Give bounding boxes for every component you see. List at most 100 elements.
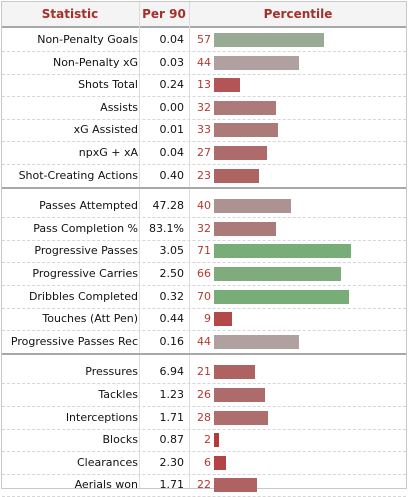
per90-value: 83.1% xyxy=(149,222,184,235)
table-row: Pass Completion % 83.1% 32 xyxy=(2,218,406,241)
percentile-value: 33 xyxy=(197,123,211,136)
header-per90[interactable]: Per 90 xyxy=(142,7,186,21)
percentile-bar xyxy=(214,78,240,92)
column-divider xyxy=(139,2,140,488)
header-percentile[interactable]: Percentile xyxy=(263,7,333,21)
per90-value: 0.40 xyxy=(159,169,185,182)
per90-value: 0.03 xyxy=(159,56,185,69)
per90-value: 1.71 xyxy=(159,411,185,424)
percentile-bar xyxy=(214,56,299,70)
stat-name: Pass Completion % xyxy=(33,222,138,235)
stat-name: Tackles xyxy=(98,388,138,401)
table-header: Statistic Per 90 Percentile xyxy=(2,2,406,28)
percentile-bar xyxy=(214,411,268,425)
header-statistic[interactable]: Statistic xyxy=(41,7,99,21)
table-row: Progressive Carries 2.50 66 xyxy=(2,263,406,286)
percentile-bar xyxy=(214,433,219,447)
percentile-value: 57 xyxy=(197,33,211,46)
per90-value: 1.23 xyxy=(159,388,185,401)
per90-value: 0.44 xyxy=(159,312,185,325)
per90-value: 47.28 xyxy=(152,199,185,212)
stat-name: Touches (Att Pen) xyxy=(42,312,138,325)
table-row: Passes Attempted 47.28 40 xyxy=(2,195,406,218)
stat-name: Pressures xyxy=(85,365,138,378)
percentile-value: 27 xyxy=(197,146,211,159)
per90-value: 0.01 xyxy=(159,123,185,136)
table-row: Blocks 0.87 2 xyxy=(2,429,406,452)
stat-name: Interceptions xyxy=(65,411,138,424)
percentile-bar xyxy=(214,456,226,470)
per90-value: 2.50 xyxy=(159,267,185,280)
table-row: Touches (Att Pen) 0.44 9 xyxy=(2,308,406,331)
percentile-value: 32 xyxy=(197,101,211,114)
per90-value: 0.04 xyxy=(159,33,185,46)
percentile-value: 2 xyxy=(204,433,211,446)
percentile-bar xyxy=(214,478,257,492)
percentile-value: 71 xyxy=(197,244,211,257)
table-row: Non-Penalty Goals 0.04 57 xyxy=(2,29,406,52)
percentile-bar xyxy=(214,267,341,281)
per90-value: 2.30 xyxy=(159,456,185,469)
stat-name: Aerials won xyxy=(74,478,138,491)
percentile-value: 40 xyxy=(197,199,211,212)
table-row: Assists 0.00 32 xyxy=(2,97,406,120)
table-row: Aerials won 1.71 22 xyxy=(2,474,406,497)
stat-name: Progressive Carries xyxy=(32,267,138,280)
percentile-value: 28 xyxy=(197,411,211,424)
percentile-value: 26 xyxy=(197,388,211,401)
percentile-bar xyxy=(214,335,299,349)
per90-value: 3.05 xyxy=(159,244,185,257)
stat-name: Clearances xyxy=(76,456,138,469)
percentile-bar xyxy=(214,290,349,304)
percentile-value: 70 xyxy=(197,290,211,303)
table-row: Clearances 2.30 6 xyxy=(2,452,406,475)
table-row: Shots Total 0.24 13 xyxy=(2,74,406,97)
per90-value: 0.24 xyxy=(159,78,185,91)
percentile-value: 32 xyxy=(197,222,211,235)
percentile-bar xyxy=(214,388,265,402)
per90-value: 0.87 xyxy=(159,433,185,446)
per90-value: 6.94 xyxy=(159,365,185,378)
stat-name: Progressive Passes Rec xyxy=(10,335,138,348)
stat-name: Blocks xyxy=(102,433,138,446)
per90-value: 0.32 xyxy=(159,290,185,303)
stat-name: Non-Penalty Goals xyxy=(37,33,138,46)
stat-name: Progressive Passes xyxy=(34,244,138,257)
percentile-value: 23 xyxy=(197,169,211,182)
percentile-value: 9 xyxy=(204,312,211,325)
table-row: Non-Penalty xG 0.03 44 xyxy=(2,52,406,75)
table-row: Progressive Passes 3.05 71 xyxy=(2,240,406,263)
percentile-value: 13 xyxy=(197,78,211,91)
percentile-bar xyxy=(214,146,267,160)
per90-value: 1.71 xyxy=(159,478,185,491)
column-divider xyxy=(189,2,190,488)
stat-name: Passes Attempted xyxy=(39,199,138,212)
percentile-bar xyxy=(214,33,324,47)
table-row: Shot-Creating Actions 0.40 23 xyxy=(2,165,406,189)
stat-name: xG Assisted xyxy=(73,123,138,136)
stat-name: npxG + xA xyxy=(78,146,138,159)
table-row: Progressive Passes Rec 0.16 44 xyxy=(2,331,406,355)
percentile-bar xyxy=(214,244,351,258)
stat-name: Shot-Creating Actions xyxy=(18,169,138,182)
percentile-value: 44 xyxy=(197,335,211,348)
per90-value: 0.00 xyxy=(159,101,185,114)
percentile-value: 44 xyxy=(197,56,211,69)
stat-name: Non-Penalty xG xyxy=(52,56,138,69)
percentile-value: 22 xyxy=(197,478,211,491)
table-row: npxG + xA 0.04 27 xyxy=(2,142,406,165)
percentile-bar xyxy=(214,169,259,183)
percentile-bar xyxy=(214,199,291,213)
table-row: Interceptions 1.71 28 xyxy=(2,407,406,430)
table-row: Tackles 1.23 26 xyxy=(2,384,406,407)
percentile-bar xyxy=(214,365,255,379)
table-row: xG Assisted 0.01 33 xyxy=(2,119,406,142)
percentile-bar xyxy=(214,312,232,326)
percentile-value: 21 xyxy=(197,365,211,378)
percentile-value: 6 xyxy=(204,456,211,469)
percentile-bar xyxy=(214,101,276,115)
percentile-value: 66 xyxy=(197,267,211,280)
table-row: Dribbles Completed 0.32 70 xyxy=(2,286,406,309)
percentile-bar xyxy=(214,123,278,137)
